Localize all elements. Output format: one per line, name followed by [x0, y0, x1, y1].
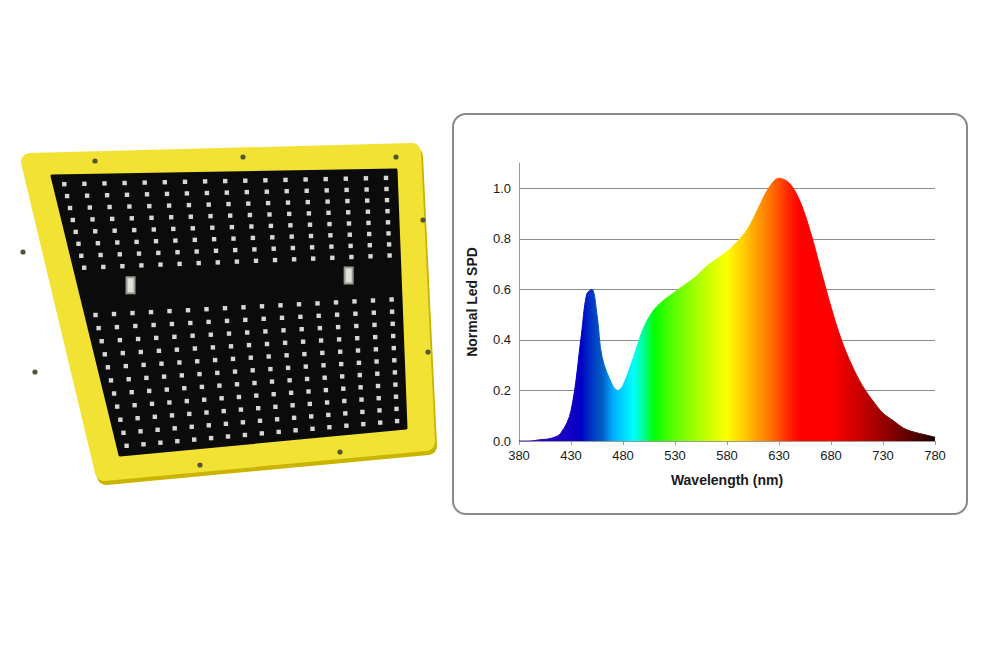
- svg-text:Normal Led SPD: Normal Led SPD: [464, 247, 480, 357]
- svg-text:680: 680: [820, 448, 842, 463]
- svg-text:Wavelength (nm): Wavelength (nm): [671, 472, 783, 488]
- svg-text:380: 380: [508, 448, 530, 463]
- svg-text:730: 730: [872, 448, 894, 463]
- svg-text:0.6: 0.6: [493, 282, 511, 297]
- svg-text:480: 480: [612, 448, 634, 463]
- svg-text:1.0: 1.0: [493, 181, 511, 196]
- svg-text:0.4: 0.4: [493, 332, 511, 347]
- svg-text:780: 780: [924, 448, 946, 463]
- svg-text:0.8: 0.8: [493, 231, 511, 246]
- svg-text:580: 580: [716, 448, 738, 463]
- svg-text:0.2: 0.2: [493, 383, 511, 398]
- svg-text:430: 430: [560, 448, 582, 463]
- svg-text:0.0: 0.0: [493, 434, 511, 449]
- svg-text:530: 530: [664, 448, 686, 463]
- svg-text:630: 630: [768, 448, 790, 463]
